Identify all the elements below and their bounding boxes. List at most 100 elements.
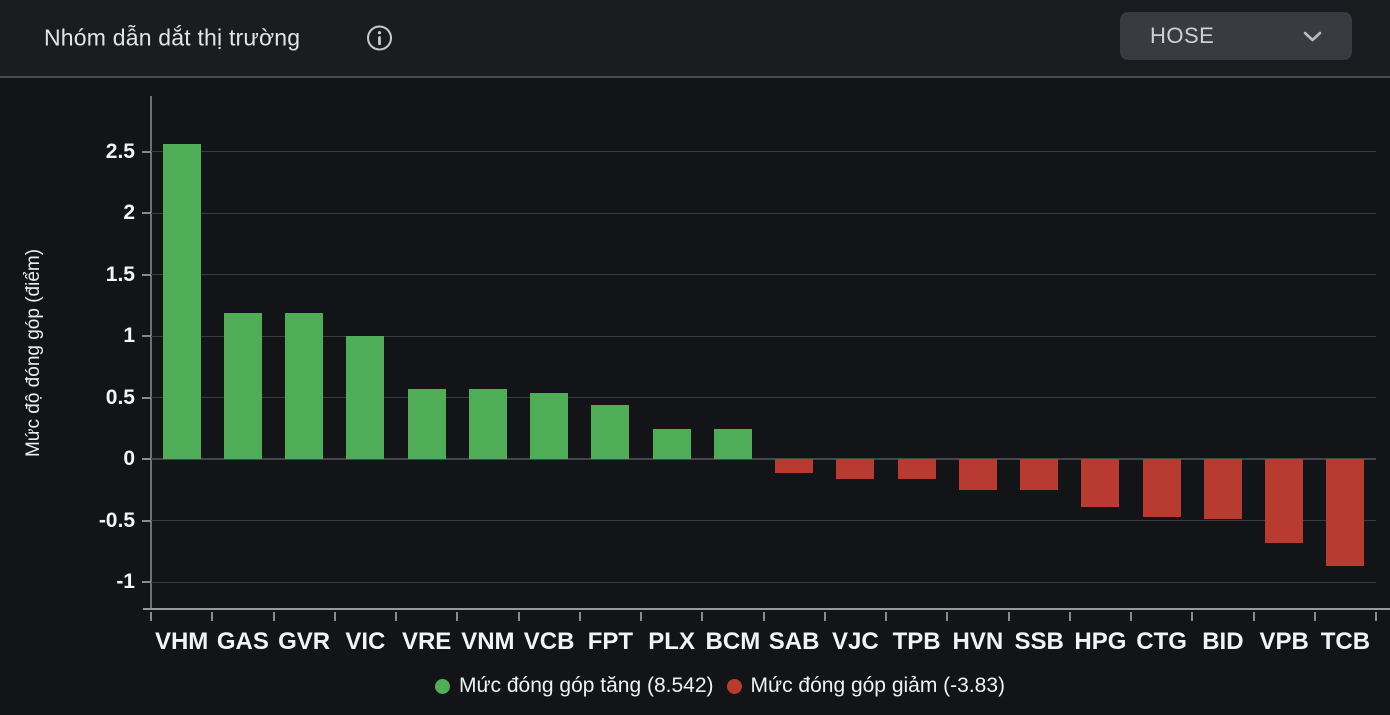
x-tick-mark [640, 612, 642, 621]
x-axis-label-VHM: VHM [154, 628, 209, 655]
x-axis-label-FPT: FPT [587, 628, 634, 655]
x-tick-mark [946, 612, 949, 621]
bar-SAB[interactable] [775, 459, 814, 473]
bar-HVN[interactable] [958, 459, 997, 490]
y-tick-label: -1 [116, 570, 135, 593]
x-tick-mark [456, 612, 459, 621]
x-tick-mark [1130, 612, 1132, 621]
x-tick-mark [517, 612, 520, 621]
x-tick-mark [1191, 612, 1194, 621]
x-tick-mark [762, 612, 765, 621]
bar-VHM[interactable] [162, 144, 201, 459]
x-axis-label-HVN: HVN [952, 628, 1004, 655]
gridline-2 [151, 212, 1376, 214]
gridline-2.5 [151, 151, 1376, 152]
x-axis-label-GAS: GAS [216, 628, 269, 655]
y-tick-mark [142, 458, 151, 460]
y-tick-label: 0.5 [105, 385, 135, 409]
bar-VPB[interactable] [1265, 459, 1304, 543]
y-tick-label: 0 [123, 447, 135, 470]
x-axis-label-SAB: SAB [768, 628, 820, 655]
x-tick-mark [1375, 612, 1377, 621]
gridline-0 [151, 458, 1376, 460]
info-icon-glyph [367, 25, 392, 51]
gridline-0.5 [151, 397, 1376, 398]
widget-header: Nhóm dẫn dắt thị trường HOSE [0, 0, 1390, 78]
exchange-select[interactable]: HOSE [1120, 12, 1352, 60]
x-tick-mark [395, 612, 397, 621]
gridline-1 [151, 335, 1376, 337]
bar-VJC[interactable] [836, 459, 875, 479]
x-tick-mark [701, 612, 704, 621]
bar-GVR[interactable] [285, 312, 324, 459]
x-axis-label-VIC: VIC [345, 628, 386, 655]
x-axis-label-BID: BID [1202, 628, 1244, 655]
x-axis-label-CTG: CTG [1136, 628, 1187, 655]
legend-item-increase[interactable]: Mức đóng góp tăng (8.542) [434, 674, 714, 698]
y-tick-mark [142, 335, 151, 337]
y-tick-mark [142, 396, 151, 399]
legend-item-decrease[interactable]: Mức đóng góp giảm (-3.83) [726, 674, 1005, 698]
plot-area: 2.5 2 1.5 1 0.5 0 -0.5 -1 VHM GAS GVR VIC VRE VNM VCB F… [99, 96, 1390, 655]
x-tick-mark [885, 612, 887, 621]
bar-TCB[interactable] [1326, 459, 1365, 566]
y-tick-mark [142, 519, 151, 522]
y-tick-mark [142, 581, 151, 583]
y-tick-label: 2 [123, 201, 135, 224]
legend-dot-icon [434, 678, 450, 694]
y-tick-label: -0.5 [98, 508, 135, 532]
y-axis-line [150, 96, 152, 610]
gridline-1.5 [151, 274, 1376, 275]
bar-PLX[interactable] [652, 429, 691, 459]
widget-title: Nhóm dẫn dắt thị trường [44, 24, 301, 51]
x-tick-mark [150, 612, 152, 621]
y-tick-mark [142, 150, 151, 153]
bar-CTG[interactable] [1142, 459, 1181, 517]
bar-VRE[interactable] [407, 388, 446, 459]
bar-TPB[interactable] [897, 459, 936, 479]
legend-label: Mức đóng góp tăng (8.542) [458, 674, 714, 697]
x-tick-mark [272, 612, 275, 621]
y-tick-label: 1.5 [105, 262, 135, 286]
exchange-select-value: HOSE [1150, 23, 1215, 48]
x-tick-mark [578, 612, 581, 621]
y-axis-title: Mức độ đóng góp (điểm) [23, 248, 44, 458]
bar-BID[interactable] [1203, 459, 1242, 520]
x-axis-label-PLX: PLX [648, 628, 695, 655]
x-axis-label-BCM: BCM [705, 628, 761, 655]
x-tick-mark [1007, 612, 1010, 621]
bar-VNM[interactable] [468, 388, 507, 459]
x-tick-mark [1252, 612, 1255, 621]
x-axis-label-VJC: VJC [832, 628, 879, 655]
bar-SSB[interactable] [1020, 459, 1059, 490]
x-axis-line [143, 608, 1390, 610]
y-tick-mark [142, 212, 151, 214]
x-axis-label-VCB: VCB [523, 628, 575, 655]
x-tick-mark [333, 612, 336, 621]
info-icon[interactable] [366, 25, 393, 52]
x-axis-label-VPB: VPB [1259, 628, 1309, 655]
x-tick-mark [211, 612, 214, 621]
y-tick-label: 2.5 [105, 139, 135, 163]
chart-legend: Mức đóng góp tăng (8.542) Mức đóng góp gi… [0, 674, 1390, 698]
bar-VCB[interactable] [530, 392, 569, 459]
chevron-down-icon [1303, 31, 1322, 42]
bar-GAS[interactable] [223, 312, 262, 459]
y-tick-label: 1 [123, 324, 135, 347]
bar-BCM[interactable] [713, 429, 752, 459]
gridline--1 [151, 581, 1376, 583]
bar-VIC[interactable] [346, 336, 385, 459]
y-tick-mark [142, 273, 151, 276]
x-axis-label-TCB: TCB [1320, 628, 1371, 655]
x-axis-label-HPG: HPG [1074, 628, 1127, 655]
x-axis-label-TPB: TPB [892, 628, 941, 655]
bar-HPG[interactable] [1081, 459, 1120, 507]
x-tick-mark [1068, 612, 1071, 621]
x-tick-mark [1313, 612, 1316, 621]
x-tick-mark [823, 612, 826, 621]
gridline--0.5 [151, 520, 1376, 521]
bar-FPT[interactable] [591, 404, 630, 459]
x-axis-label-VRE: VRE [401, 628, 452, 655]
x-axis-label-VNM: VNM [461, 628, 515, 655]
